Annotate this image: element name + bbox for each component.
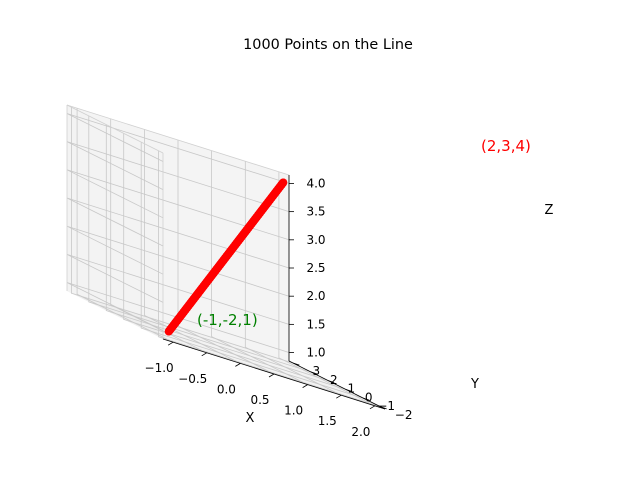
grid-line-x <box>244 161 342 396</box>
pane-edge <box>66 104 164 154</box>
z-tick-label: 3.0 <box>306 233 325 247</box>
grid-line-x <box>211 150 308 385</box>
z-axis-label: Z <box>545 203 554 218</box>
grid-line-y <box>71 107 294 364</box>
x-tick <box>235 363 241 367</box>
z-tick-label: 3.5 <box>306 205 325 219</box>
x-tick <box>167 341 174 346</box>
chart-title: 1000 Points on the Line <box>243 37 413 53</box>
y-tick <box>380 406 387 410</box>
tick-marks <box>167 183 387 410</box>
grid-line-y <box>123 133 346 390</box>
z-tick-label: 1.0 <box>306 346 325 360</box>
x-tick-label: 1.5 <box>318 414 337 428</box>
x-tick-label: −0.5 <box>178 372 207 386</box>
z-tick-label: 2.0 <box>306 289 325 303</box>
y-tick-label: −1 <box>377 399 395 413</box>
y-tick <box>363 397 370 401</box>
y-tick <box>310 371 317 375</box>
x-tick <box>336 394 342 399</box>
z-tick-label: 2.5 <box>306 261 325 275</box>
z-tick-label: 4.0 <box>306 176 325 190</box>
y-tick <box>293 362 300 366</box>
x-tick <box>201 352 207 357</box>
scatter-points <box>164 178 288 336</box>
grid-line-y <box>158 150 381 408</box>
y-axis-label: Y <box>470 377 479 392</box>
annotation-start: (-1,-2,1) <box>197 311 258 329</box>
x-tick-label: 1.0 <box>284 404 303 418</box>
x-tick <box>369 405 376 410</box>
grid-line-y <box>88 115 311 373</box>
y-tick <box>345 388 352 392</box>
grid-line-y <box>140 142 364 399</box>
annotation-end: (2,3,4) <box>481 137 531 155</box>
x-tick-label: 0.0 <box>217 382 236 396</box>
y-tick-label: 2 <box>330 373 338 387</box>
grid-line-x <box>110 118 207 354</box>
scatter-point <box>279 178 288 187</box>
x-tick <box>268 373 275 378</box>
grid-line-y <box>105 124 329 381</box>
grid-line-x <box>278 171 376 407</box>
y-tick-label: −2 <box>395 408 413 422</box>
y-tick <box>328 380 335 384</box>
y-axis-line <box>288 360 386 410</box>
y-tick-label: 3 <box>313 364 321 378</box>
y-tick-label: 1 <box>347 382 355 396</box>
x-tick-label: 0.5 <box>250 393 269 407</box>
x-tick-label: 2.0 <box>351 425 370 439</box>
pane-edge <box>66 104 290 176</box>
z-tick-label: 1.5 <box>306 317 325 331</box>
x-axis-label: X <box>246 411 255 426</box>
x-tick-label: −1.0 <box>145 361 174 375</box>
y-tick-label: 0 <box>365 390 373 404</box>
x-tick <box>302 384 308 388</box>
grid-line-x <box>143 129 241 364</box>
